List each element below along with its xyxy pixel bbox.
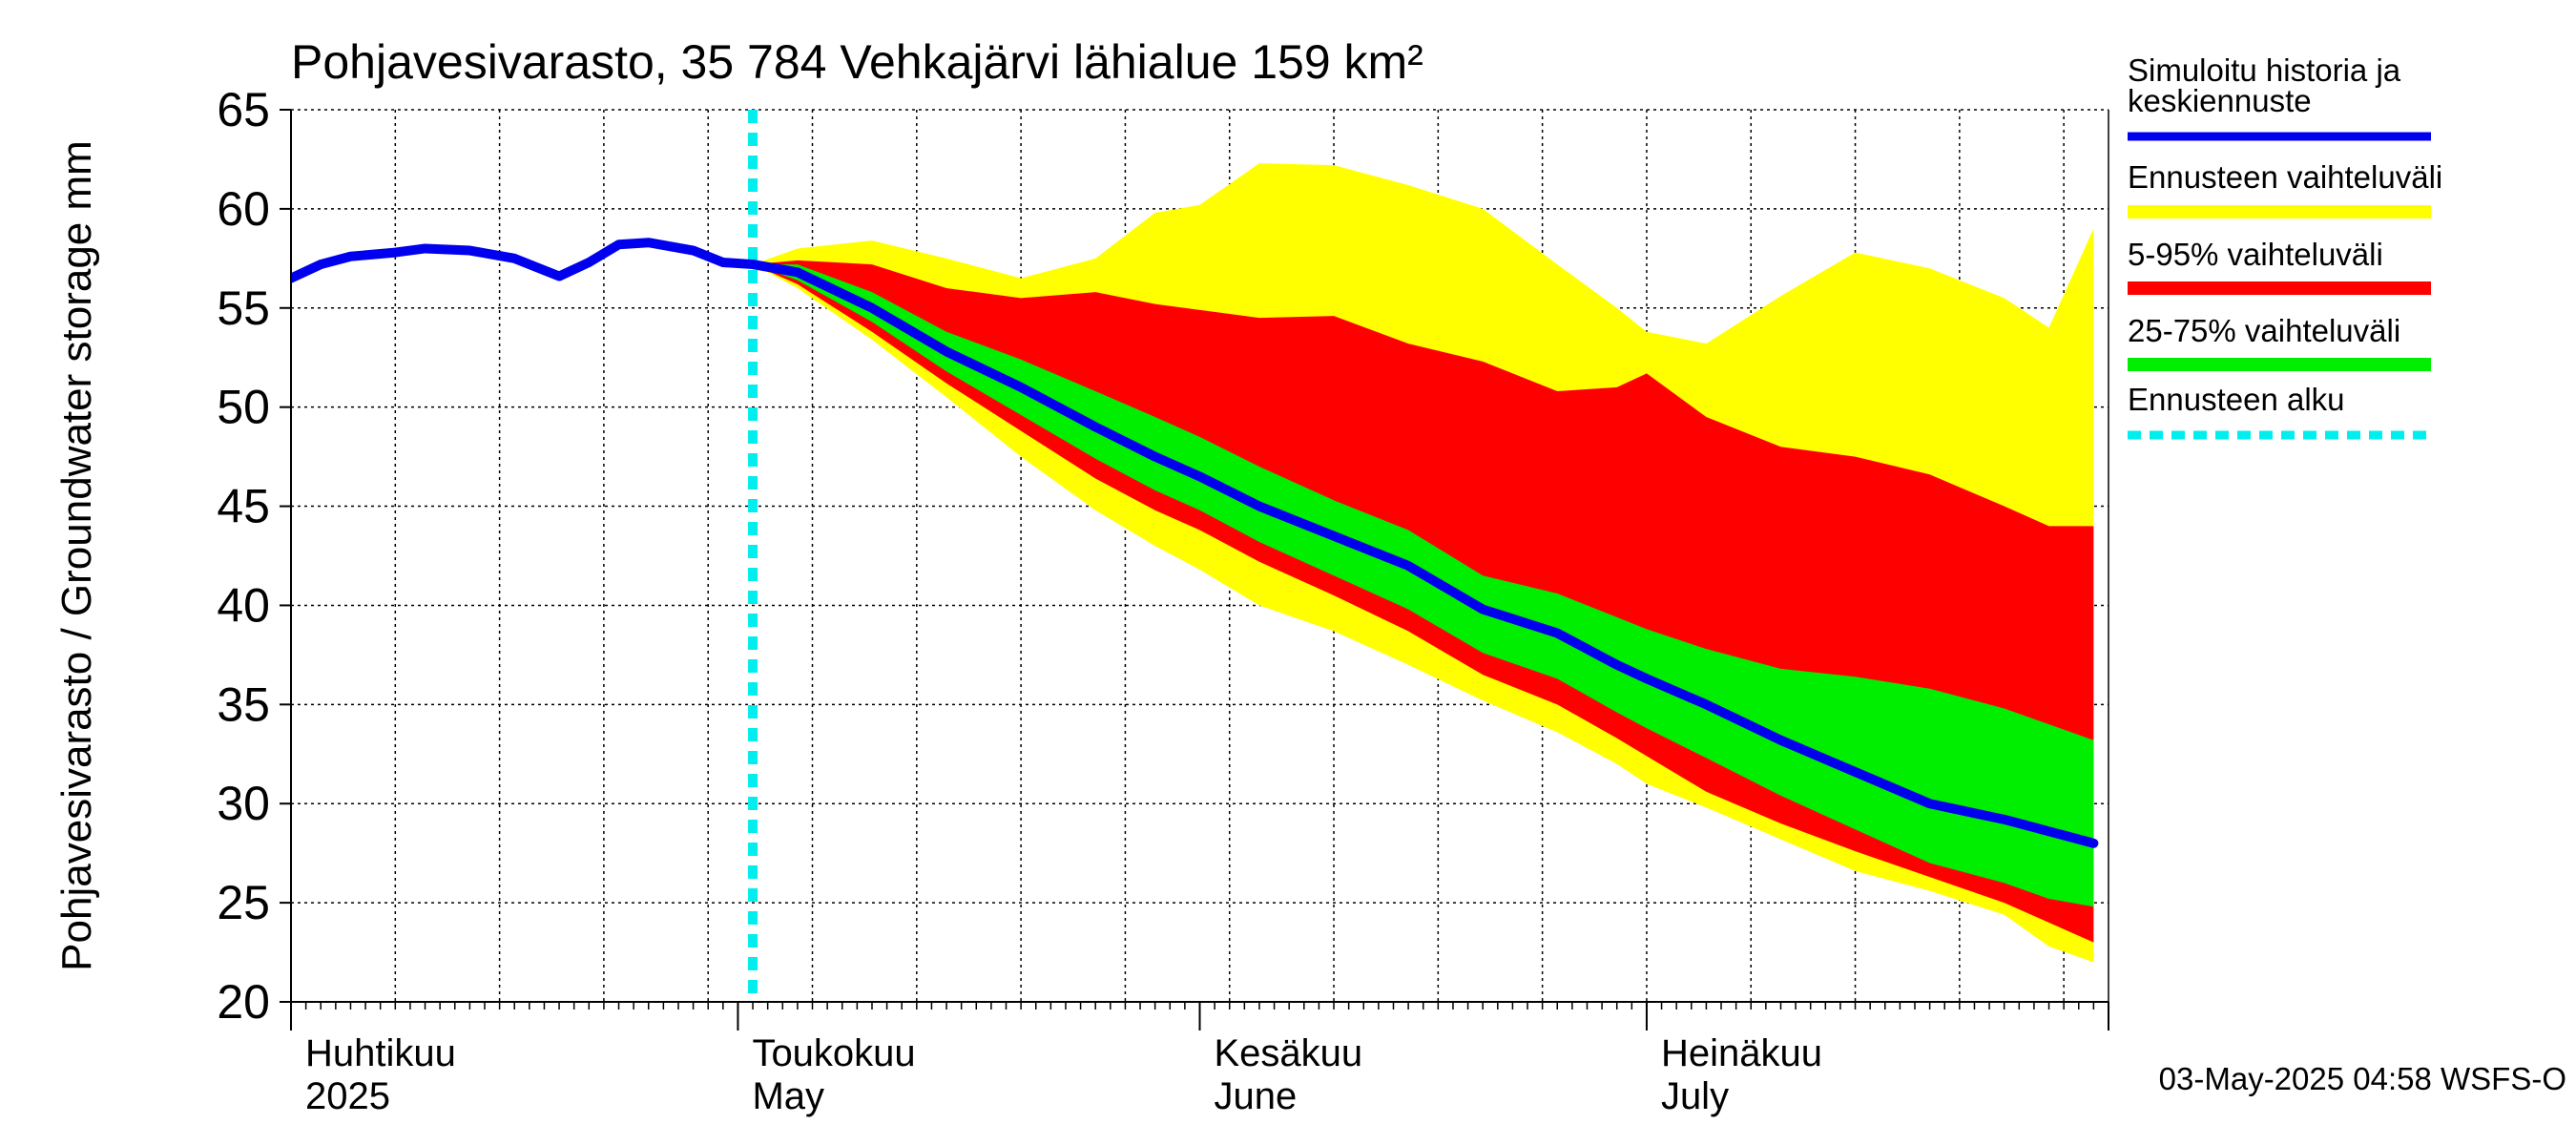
y-tick-label: 55 <box>217 281 270 335</box>
y-tick-label: 30 <box>217 777 270 830</box>
y-tick-label: 35 <box>217 677 270 731</box>
y-tick-label: 65 <box>217 83 270 136</box>
forecast-bands <box>753 163 2094 963</box>
y-tick-label: 40 <box>217 578 270 632</box>
legend-label: Simuloitu historia ja <box>2128 52 2401 88</box>
x-month-sublabel: May <box>752 1075 824 1117</box>
data-lines <box>291 110 2099 1002</box>
legend-label: keskiennuste <box>2128 83 2312 118</box>
chart-title: Pohjavesivarasto, 35 784 Vehkajärvi lähi… <box>291 35 1423 89</box>
y-axis-label: Pohjavesivarasto / Groundwater storage m… <box>53 140 100 971</box>
y-tick-label: 45 <box>217 480 270 533</box>
legend-label: 25-75% vaihteluväli <box>2128 313 2400 348</box>
legend-label: 5-95% vaihteluväli <box>2128 237 2383 272</box>
median-line <box>291 238 2099 848</box>
x-month-sublabel: 2025 <box>305 1075 390 1117</box>
x-month-label: Huhtikuu <box>305 1032 456 1074</box>
y-tick-label: 20 <box>217 975 270 1029</box>
legend-label: Ennusteen alku <box>2128 382 2345 417</box>
axes: 20253035404550556065Huhtikuu2025Toukokuu… <box>217 83 2109 1117</box>
x-month-label: Heinäkuu <box>1661 1032 1822 1074</box>
x-month-sublabel: June <box>1215 1075 1298 1117</box>
x-month-sublabel: July <box>1661 1075 1729 1117</box>
x-month-label: Toukokuu <box>752 1032 915 1074</box>
y-tick-label: 25 <box>217 876 270 929</box>
y-tick-label: 50 <box>217 381 270 434</box>
y-tick-label: 60 <box>217 182 270 236</box>
x-month-label: Kesäkuu <box>1215 1032 1363 1074</box>
legend-label: Ennusteen vaihteluväli <box>2128 159 2442 195</box>
footer-timestamp: 03-May-2025 04:58 WSFS-O <box>2159 1061 2566 1096</box>
